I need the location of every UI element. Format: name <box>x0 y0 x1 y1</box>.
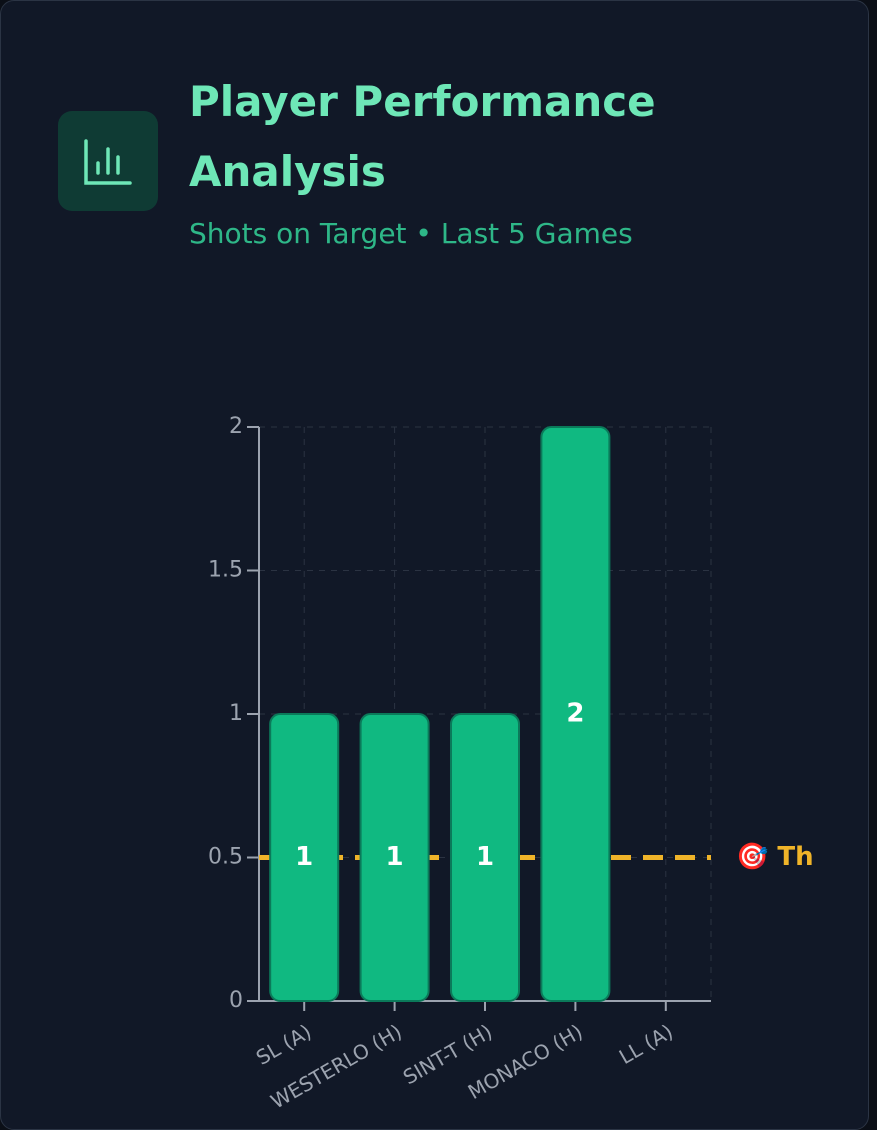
value-label: 1 <box>476 842 494 872</box>
x-tick-label: SL (A) <box>252 1019 316 1070</box>
value-label: 1 <box>295 842 313 872</box>
bar <box>359 713 430 1002</box>
chart-icon <box>58 111 158 211</box>
y-tick-label: 1 <box>229 701 243 726</box>
bar <box>540 426 611 1002</box>
y-tick-label: 0.5 <box>208 845 243 870</box>
y-tick-label: 0 <box>229 988 243 1013</box>
icon-glyph <box>84 139 132 185</box>
bar <box>450 713 520 1002</box>
threshold-label: 🎯 Th <box>736 842 814 872</box>
y-tick-label: 2 <box>229 414 243 439</box>
y-tick-label: 1.5 <box>208 558 243 583</box>
subtitle: Shots on Target • Last 5 Games <box>189 217 633 250</box>
value-label: 1 <box>386 842 404 872</box>
value-label: 2 <box>566 699 584 729</box>
title: Player Performance Analysis <box>189 77 656 196</box>
x-tick-label: LL (A) <box>615 1019 677 1069</box>
bar <box>269 713 340 1002</box>
